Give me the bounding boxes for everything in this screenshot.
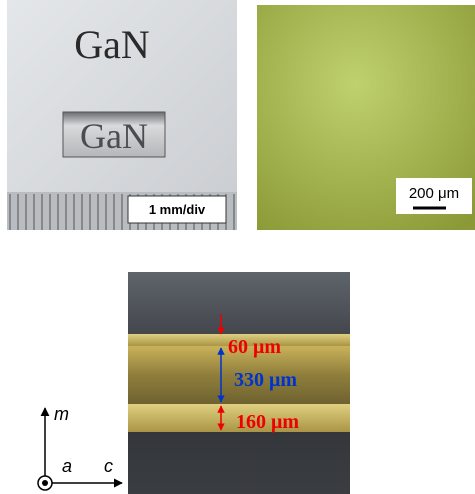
cross-section: 60 μm 330 μm 160 μm <box>128 272 350 494</box>
scale-label: 200 μm <box>409 185 459 202</box>
axis-label: m <box>54 404 69 424</box>
sample-photo: GaN GaN 1 mm/div <box>7 0 237 230</box>
figure: GaN GaN 1 mm/div 200 μm 60 μm 330 μm 160… <box>0 0 475 494</box>
layer-label: 330 μm <box>234 369 297 391</box>
layer-label: 160 μm <box>236 411 299 433</box>
axes: m a c <box>38 404 122 490</box>
layer-label: 60 μm <box>228 336 281 358</box>
surface-image: 200 μm <box>257 5 475 230</box>
axis-label: c <box>104 456 113 476</box>
scale-label: 1 mm/div <box>149 202 206 217</box>
paper-text: GaN <box>74 22 150 67</box>
crystal-text: GaN <box>80 116 148 156</box>
axis-label: a <box>62 456 72 476</box>
